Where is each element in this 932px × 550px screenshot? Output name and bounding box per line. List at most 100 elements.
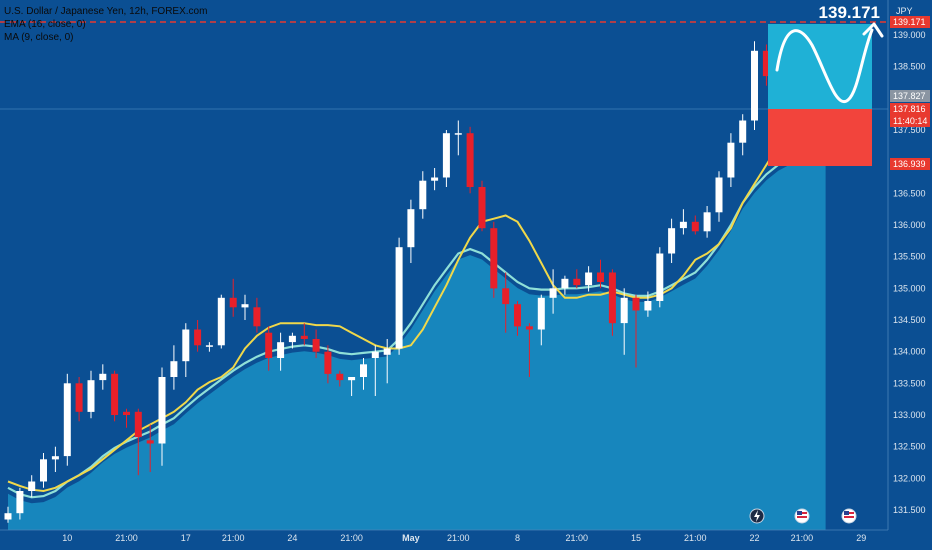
target-price-label: 139.171 [819,3,880,22]
x-tick-label: 22 [749,533,759,543]
bullish-candle[interactable] [99,364,107,390]
bullish-candle[interactable] [4,506,12,523]
bearish-candle[interactable] [514,301,521,336]
bullish-candle[interactable] [360,358,367,390]
bearish-candle[interactable] [478,180,486,232]
bullish-candle[interactable] [217,294,225,349]
bullish-candle[interactable] [170,345,178,390]
bearish-candle[interactable] [632,294,640,368]
indicator-lines-layer [7,116,827,499]
lightning-event-icon[interactable] [749,508,765,524]
bearish-candle[interactable] [146,424,154,473]
bullish-candle[interactable] [668,218,676,263]
bullish-candle[interactable] [182,323,190,377]
chart-legend: U.S. Dollar / Japanese Yen, 12h, FOREX.c… [4,5,207,44]
candle-body [253,307,261,327]
candle-body [265,332,273,358]
bullish-candle[interactable] [656,247,664,308]
ema-legend[interactable]: EMA (16, close, 0) [4,19,86,30]
bearish-candle[interactable] [111,370,119,422]
y-tick-label: 132.000 [893,473,926,483]
x-tick-label: 21:00 [791,533,814,543]
ma-line [7,116,815,493]
candle-body [656,253,664,301]
bullish-candle[interactable] [241,294,249,320]
bearish-candle[interactable] [691,215,699,235]
bearish-candle[interactable] [123,408,130,428]
bullish-candle[interactable] [585,266,593,292]
bullish-candle[interactable] [51,446,59,472]
ma-legend[interactable]: MA (9, close, 0) [4,32,74,43]
bearish-candle[interactable] [134,408,142,476]
candle-body [134,411,142,438]
bearish-candle[interactable] [490,221,498,298]
bearish-candle[interactable] [324,345,332,384]
y-tick-label: 136.500 [893,188,926,198]
bullish-candle[interactable] [419,171,427,219]
bullish-candle[interactable] [277,332,285,371]
bullish-candle[interactable] [715,171,723,222]
us-flag-event-icon[interactable] [841,508,857,524]
price-axis[interactable] [888,0,932,550]
candle-body [300,335,308,339]
candle-body [762,50,770,77]
bullish-candle[interactable] [454,120,462,156]
symbol-title[interactable]: U.S. Dollar / Japanese Yen, 12h, FOREX.c… [4,6,208,17]
bullish-candle[interactable] [371,345,379,396]
bullish-candle[interactable] [751,41,758,130]
us-flag-event-icon[interactable] [794,508,810,524]
x-tick-label: 8 [515,533,520,543]
bearish-candle[interactable] [336,370,344,387]
y-tick-label: 136.000 [893,220,926,230]
bullish-candle[interactable] [28,475,36,498]
bullish-candle[interactable] [561,275,569,295]
candle-body [205,345,213,347]
bullish-candle[interactable] [549,269,557,314]
bearish-candle[interactable] [573,269,581,289]
bullish-candle[interactable] [407,199,415,263]
bullish-candle[interactable] [727,133,735,187]
x-tick-label: 21:00 [566,533,589,543]
bullish-candle[interactable] [679,209,687,235]
bullish-candle[interactable] [620,288,628,355]
bearish-candle[interactable] [300,323,308,346]
bearish-candle[interactable] [194,320,202,352]
bullish-candle[interactable] [348,377,356,396]
bullish-candle[interactable] [63,373,71,466]
bearish-candle[interactable] [312,329,320,359]
candle-body [597,272,604,282]
bearish-candle[interactable] [265,326,273,371]
bullish-candle[interactable] [87,370,95,419]
bullish-candle[interactable] [16,487,24,520]
bearish-candle[interactable] [502,272,510,333]
bearish-candle[interactable] [75,377,83,422]
price-tag-label: 139.171 [893,17,926,27]
bearish-candle[interactable] [466,126,474,194]
candle-body [277,342,285,358]
bullish-candle[interactable] [442,130,450,187]
bearish-candle[interactable] [253,297,261,333]
stop-zone-box[interactable] [768,109,872,166]
bullish-candle[interactable] [703,206,711,238]
bullish-candle[interactable] [205,342,213,352]
bullish-candle[interactable] [644,291,652,317]
target-zone-box[interactable] [768,24,872,109]
bullish-candle[interactable] [395,237,403,355]
bearish-candle[interactable] [597,259,604,289]
candle-body [537,297,545,330]
bearish-candle[interactable] [762,44,770,86]
bullish-candle[interactable] [288,332,296,349]
bullish-candle[interactable] [739,114,747,156]
price-tag-label: 136.939 [893,159,926,169]
bullish-candle[interactable] [431,168,439,191]
bearish-candle[interactable] [229,278,237,317]
bearish-candle[interactable] [608,269,616,336]
candle-body [620,297,628,324]
candle-body [739,120,747,143]
bullish-candle[interactable] [537,294,545,346]
bullish-candle[interactable] [158,367,166,466]
bearish-candle[interactable] [525,323,533,377]
bullish-candle[interactable] [383,339,391,384]
bullish-candle[interactable] [40,453,47,488]
